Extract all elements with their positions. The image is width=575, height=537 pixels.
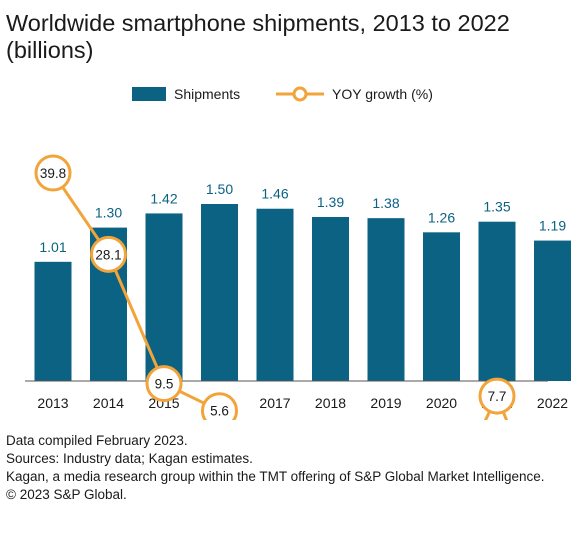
bar-label-2018: 1.39 bbox=[317, 194, 344, 210]
bar-label-2015: 1.42 bbox=[150, 190, 177, 206]
marker-label-yoy-2016: 5.6 bbox=[210, 404, 229, 419]
legend-label-yoy-growth: YOY growth (%) bbox=[332, 86, 433, 102]
bar-shipments-2017 bbox=[256, 208, 294, 381]
marker-yoy-2016 bbox=[201, 392, 238, 420]
bar-label-2013: 1.01 bbox=[39, 239, 66, 255]
bar-label-2017: 1.46 bbox=[261, 186, 288, 202]
bar-shipments-2016 bbox=[201, 204, 238, 381]
marker-label-yoy-2013: 39.8 bbox=[40, 166, 66, 181]
bar-shipments-2018 bbox=[312, 216, 349, 381]
chart-title: Worldwide smartphone shipments, 2013 to … bbox=[6, 10, 510, 63]
legend-label-shipments: Shipments bbox=[174, 86, 241, 102]
marker-yoy-2015 bbox=[145, 365, 183, 403]
bar-label-2016: 1.50 bbox=[206, 181, 233, 197]
bar-label-2022: 1.19 bbox=[539, 218, 566, 234]
x-tick-label-2014: 2014 bbox=[93, 395, 124, 411]
legend-item-shipments: Shipments bbox=[132, 86, 240, 102]
bar-shipments-2013 bbox=[34, 261, 72, 381]
marker-label-yoy-2021: 7.7 bbox=[488, 389, 507, 404]
marker-label-yoy-2015: 9.5 bbox=[155, 377, 174, 392]
marker-label-yoy-2014: 28.1 bbox=[95, 247, 121, 262]
x-tick-label-2020: 2020 bbox=[426, 395, 457, 411]
footer-notes: Data compiled February 2023. Sources: In… bbox=[6, 432, 571, 504]
x-tick-label-2013: 2013 bbox=[37, 395, 68, 411]
bar-shipments-2021 bbox=[478, 221, 516, 381]
footer-line-kagan: Kagan, a media research group within the… bbox=[6, 469, 545, 484]
x-tick-label-2019: 2019 bbox=[370, 395, 401, 411]
marker-yoy-2021 bbox=[478, 377, 516, 415]
bar-shipments-2019 bbox=[367, 218, 405, 381]
bar-label-2014: 1.30 bbox=[95, 205, 122, 221]
footer-line-compiled: Data compiled February 2023. bbox=[6, 433, 188, 448]
x-tick-label-2022: 2022 bbox=[537, 395, 568, 411]
legend-item-yoy-growth: YOY growth (%) bbox=[276, 86, 433, 102]
x-tick-label-2017: 2017 bbox=[259, 395, 290, 411]
bar-label-2020: 1.26 bbox=[428, 209, 455, 225]
chart-plot: 1.01 1.30 1.42 1.50 1.46 1.39 1.38 1.26 1.35 1.19… bbox=[25, 154, 571, 420]
legend-swatch-yoy-growth bbox=[276, 86, 324, 102]
bar-shipments-2022 bbox=[534, 240, 571, 381]
bar-label-2021: 1.35 bbox=[483, 199, 510, 215]
marker-yoy-2014 bbox=[90, 235, 127, 273]
x-tick-label-2018: 2018 bbox=[315, 395, 346, 411]
footer-line-copyright: © 2023 S&P Global. bbox=[6, 487, 127, 502]
footer-line-sources: Sources: Industry data; Kagan estimates. bbox=[6, 451, 253, 466]
marker-yoy-2013 bbox=[34, 154, 72, 192]
bar-shipments-2020 bbox=[423, 232, 460, 381]
bar-label-2019: 1.38 bbox=[372, 195, 399, 211]
legend-swatch-shipments bbox=[132, 87, 166, 101]
line-yoy-growth bbox=[51, 172, 509, 420]
